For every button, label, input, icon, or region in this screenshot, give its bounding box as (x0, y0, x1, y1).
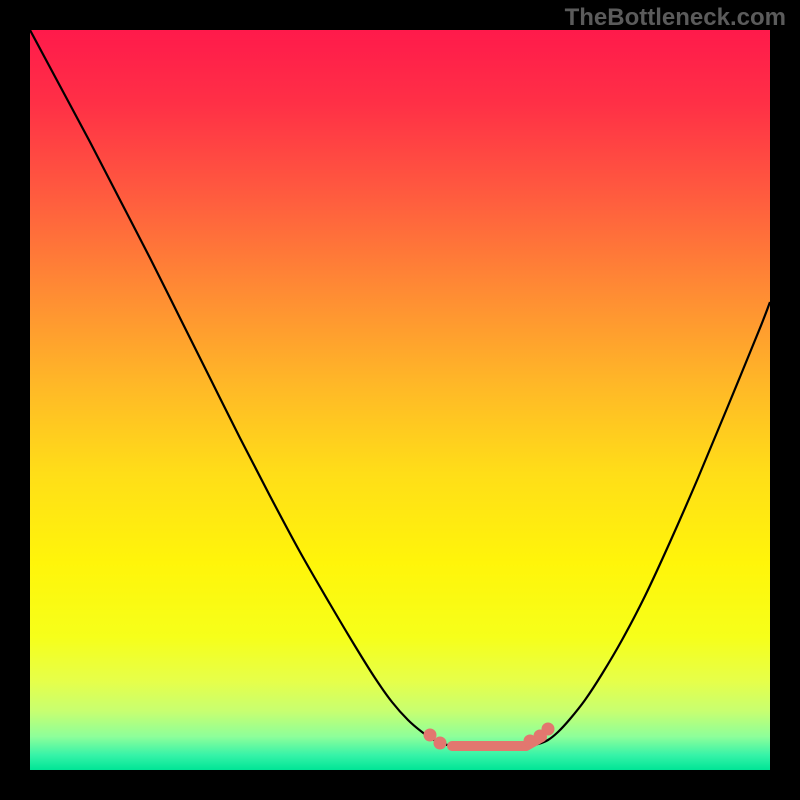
gradient-background (30, 30, 770, 770)
trough-dot (434, 737, 447, 750)
bottleneck-chart (0, 0, 800, 800)
trough-dot (542, 723, 555, 736)
chart-frame: TheBottleneck.com (0, 0, 800, 800)
watermark-text: TheBottleneck.com (565, 4, 786, 32)
